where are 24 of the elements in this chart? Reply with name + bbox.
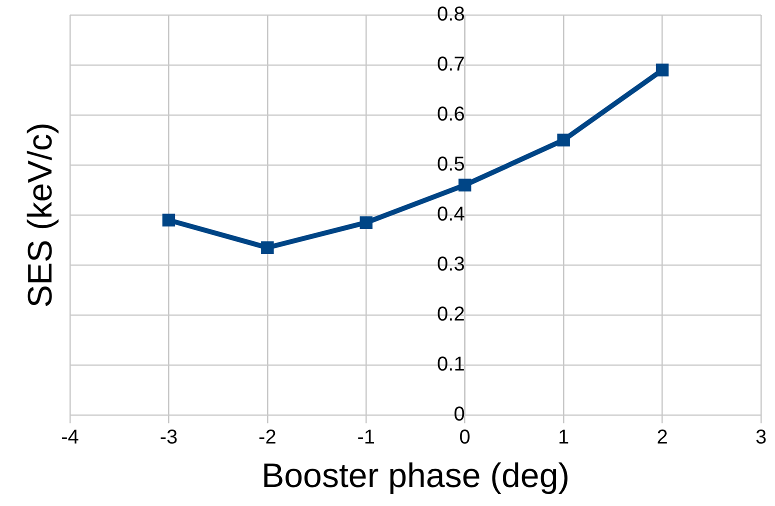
point (261, 241, 274, 254)
point (162, 214, 176, 226)
y-tick-label: 0 (454, 404, 465, 426)
point (656, 64, 669, 76)
y-axis-title: SES (keV/c) (21, 122, 60, 308)
x-tick-label: 2 (656, 426, 668, 449)
y-tick-label: 0.5 (437, 154, 465, 176)
y-tick-label: 0.3 (437, 254, 465, 276)
point (360, 216, 373, 229)
y-tick-label: 0.6 (437, 104, 465, 126)
x-tick-label: -4 (61, 426, 79, 449)
y-tick-label: 0.4 (437, 204, 465, 226)
x-tick-label: 3 (755, 426, 767, 449)
y-tick-label: 0.7 (437, 54, 465, 76)
x-tick-label: 1 (558, 426, 570, 449)
x-tick-label: -2 (258, 426, 276, 449)
x-axis-title: Booster phase (deg) (261, 456, 570, 495)
y-tick-label: 0.2 (437, 304, 465, 326)
y-tick-label: 0.8 (437, 4, 465, 26)
x-tick-label: -3 (160, 426, 178, 449)
point (557, 134, 570, 146)
point (458, 178, 472, 192)
x-tick-label: -1 (357, 426, 376, 449)
y-tick-label: 0.1 (437, 354, 465, 376)
